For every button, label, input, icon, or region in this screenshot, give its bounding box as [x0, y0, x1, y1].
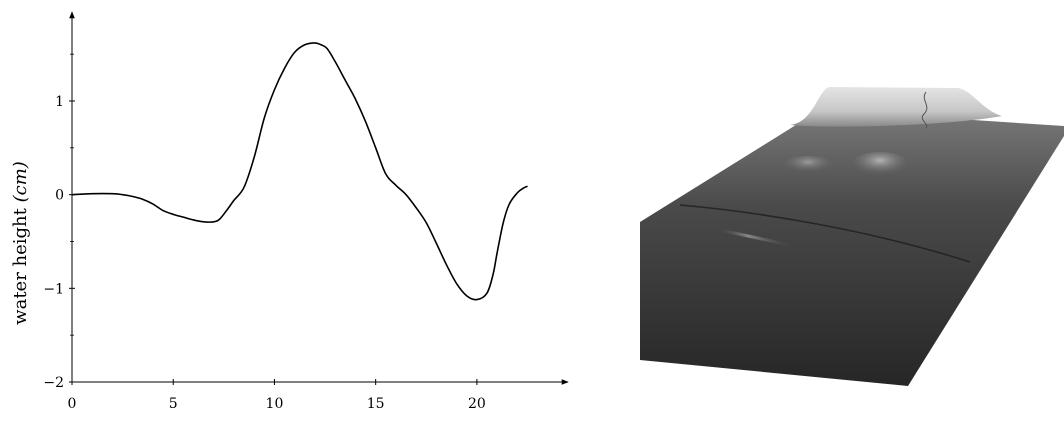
- 3d-water-surface-render: [640, 87, 1064, 386]
- y-tick-label: −2: [43, 375, 64, 391]
- y-tick-label: 1: [55, 94, 64, 110]
- water-mound: [790, 87, 1002, 127]
- y-axis-label-main: water height: [10, 202, 31, 324]
- surface-ridge: [679, 204, 971, 263]
- y-axis-label-unit: (cm): [10, 161, 31, 202]
- x-tick-label: 10: [266, 396, 284, 412]
- x-tick-label: 0: [68, 396, 77, 412]
- water-surface-plane: [640, 110, 1064, 386]
- axis-ticks: 0 5 10 15 20 −2 −1 0 1: [43, 53, 486, 412]
- mound-crack: [921, 91, 928, 129]
- y-tick-label: 0: [55, 188, 64, 204]
- y-tick-label: −1: [43, 281, 64, 297]
- surface-bump-2: [782, 156, 834, 176]
- x-tick-label: 5: [169, 396, 178, 412]
- water-height-chart: 0 5 10 15 20 −2 −1 0 1 water height (cm): [10, 11, 569, 412]
- surface-streak: [719, 228, 791, 247]
- surface-bump-1: [850, 152, 910, 180]
- y-axis-label: water height (cm): [10, 161, 31, 325]
- x-tick-label: 15: [367, 396, 385, 412]
- water-height-line: [71, 42, 528, 301]
- x-tick-label: 20: [468, 396, 486, 412]
